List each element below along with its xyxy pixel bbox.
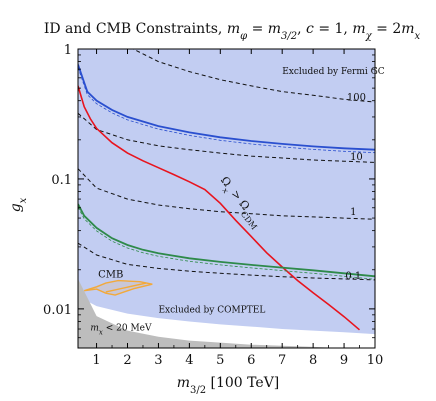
series-offset-1 (78, 67, 375, 154)
excluded-regions (78, 49, 375, 348)
plot-frame (77, 48, 376, 349)
contour-label-0.1: 0.1 (345, 271, 361, 282)
contour-0.1 (78, 242, 375, 281)
y-tick-label: 0.01 (43, 303, 72, 318)
x-tick-label: 6 (247, 353, 255, 368)
y-tick-label: 0.1 (51, 173, 72, 188)
label-mass: mx < 20 MeV (90, 324, 152, 337)
x-tick-label: 7 (278, 353, 286, 368)
series-line-1 (78, 64, 375, 151)
contour-label-10: 10 (350, 152, 363, 163)
series-line-2 (78, 203, 375, 278)
x-tick-label: 8 (309, 353, 317, 368)
y-axis-label: gx (8, 197, 29, 212)
contour-10 (78, 112, 375, 163)
region-2 (78, 49, 375, 335)
contour-label-1: 1 (350, 207, 356, 218)
x-tick-label: 1 (92, 353, 100, 368)
x-tick-label: 3 (154, 353, 162, 368)
x-tick-label: 2 (123, 353, 131, 368)
axes: 1 2 3 4 5 6 7 8 9 10 0.01 0.1 1 (43, 43, 383, 368)
boundary-lines (78, 64, 375, 331)
dashed-contours (78, 49, 375, 281)
cmb-contour (83, 279, 153, 296)
label-comptel: Excluded by COMPTEL (158, 305, 265, 315)
label-cmb: CMB (98, 269, 123, 280)
cmb-inner (105, 282, 147, 293)
x-axis-label: m3/2 [100 TeV] (177, 375, 280, 396)
x-tick-label: 9 (340, 353, 348, 368)
chart-title: ID and CMB Constraints, mφ = m3/2, c = 1… (44, 21, 421, 42)
cmb-region (83, 279, 153, 296)
x-tick-label: 5 (216, 353, 224, 368)
region-3 (78, 278, 375, 348)
label-fermi: Excluded by Fermi GC (282, 67, 385, 77)
series-line-0 (78, 85, 361, 331)
contour-label-100: 100 (347, 93, 366, 104)
x-tick-label: 4 (185, 353, 193, 368)
y-tick-label: 1 (64, 43, 72, 58)
x-tick-label: 10 (367, 353, 384, 368)
